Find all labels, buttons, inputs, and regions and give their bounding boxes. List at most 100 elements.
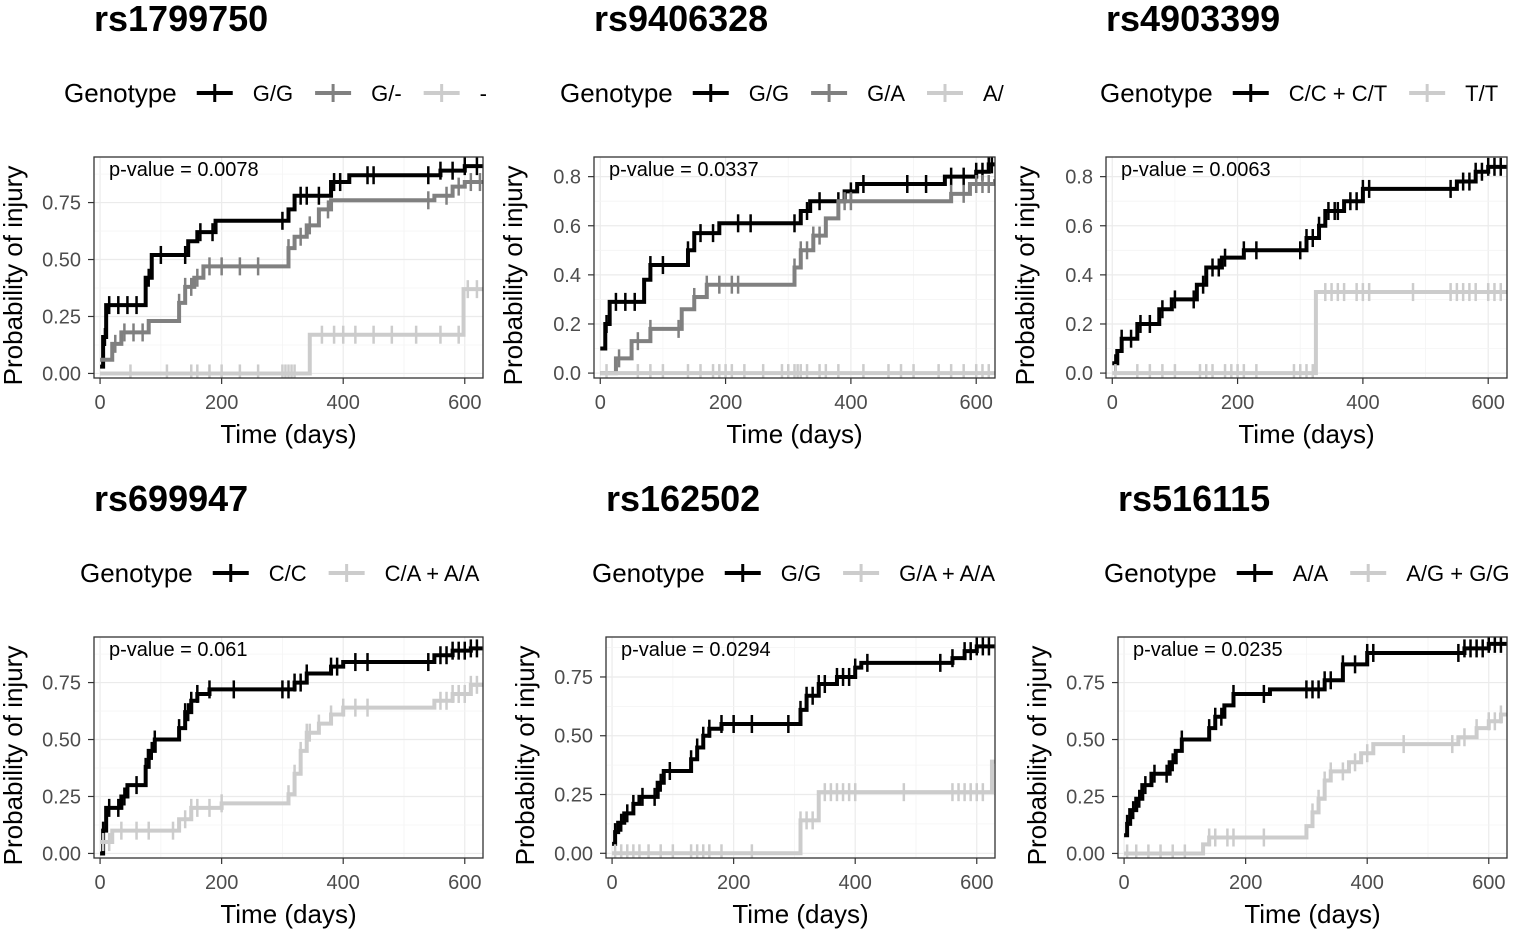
km-curve-A/G + G/G: [1124, 712, 1507, 856]
panel-title: rs1799750: [94, 0, 268, 39]
x-tick-label: 400: [327, 392, 360, 414]
y-axis-title: Probability of injury: [498, 166, 528, 386]
x-tick-label: 200: [717, 872, 750, 894]
x-tick-label: 200: [1229, 872, 1262, 894]
plot-border: [605, 636, 996, 859]
legend-key-T/T: [1409, 84, 1446, 102]
plot-border: [593, 156, 996, 379]
y-tick-label: 0.0: [1065, 363, 1093, 385]
km-curve-G/G: [100, 164, 483, 369]
plot-area: [1106, 157, 1507, 378]
panel-title: rs162502: [606, 478, 760, 519]
legend-key-G/G: [692, 84, 729, 102]
km-panel-rs1799750: rs1799750 Genotype G/G G/- - p-value = 0.0078…: [0, 0, 487, 449]
plot-border: [1105, 156, 1508, 379]
x-axis-title: Time (days): [1244, 899, 1380, 929]
p-value-annotation: p-value = 0.0235: [1133, 639, 1283, 661]
legend-key-G/A + A/A: [843, 564, 880, 582]
legend-label: C/C: [269, 561, 307, 586]
y-tick-label: 0.75: [42, 673, 81, 695]
plot-border: [1117, 636, 1508, 859]
legend-label: G/-: [371, 81, 402, 106]
panel-title: rs516115: [1118, 478, 1270, 519]
legend-key-G/-: [315, 84, 352, 102]
legend-key-G/A: [811, 84, 848, 102]
plot-border: [93, 156, 484, 379]
km-curve-C/A + A/A: [100, 682, 483, 845]
legend-label: A/A: [1293, 561, 1329, 586]
x-tick-label: 600: [960, 872, 993, 894]
p-value-annotation: p-value = 0.0078: [109, 159, 259, 181]
y-tick-label: 0.00: [554, 843, 593, 865]
y-tick-label: 0.50: [1066, 730, 1105, 752]
legend-key-G/G: [724, 564, 761, 582]
legend-title: Genotype: [592, 558, 705, 588]
x-axis-title: Time (days): [726, 419, 862, 449]
y-tick-label: 0.6: [1065, 216, 1093, 238]
legend: Genotype G/G G/- -: [64, 78, 487, 108]
km-curve-G/-: [100, 180, 483, 362]
legend-label: A/: [983, 81, 1005, 106]
plot-series: [600, 157, 995, 378]
legend-label: G/G: [781, 561, 821, 586]
legend-title: Genotype: [560, 78, 673, 108]
x-tick-label: 0: [607, 872, 618, 894]
x-tick-label: 600: [448, 392, 481, 414]
km-curve-G/A + A/A: [612, 759, 995, 856]
y-tick-label: 0.25: [554, 785, 593, 807]
y-axis-title: Probability of injury: [510, 646, 540, 866]
y-axis-title: Probability of injury: [1022, 646, 1052, 866]
panel-title: rs9406328: [594, 0, 768, 39]
x-tick-label: 600: [1472, 392, 1505, 414]
y-tick-label: 0.6: [553, 216, 581, 238]
plot-border: [93, 636, 484, 859]
plot-series: [100, 157, 483, 378]
x-tick-label: 400: [834, 392, 867, 414]
legend: Genotype C/C C/A + A/A: [80, 558, 480, 588]
x-tick-label: 200: [205, 392, 238, 414]
plot-area: [94, 637, 483, 858]
y-tick-label: 0.75: [1066, 673, 1105, 695]
km-curve-A/A: [1124, 641, 1507, 838]
plot-series: [100, 639, 483, 856]
x-tick-label: 200: [205, 872, 238, 894]
p-value-annotation: p-value = 0.0337: [609, 159, 759, 181]
legend-title: Genotype: [1100, 78, 1213, 108]
legend-key-C/A + A/A: [328, 564, 365, 582]
legend-title: Genotype: [80, 558, 193, 588]
x-tick-label: 0: [1107, 392, 1118, 414]
p-value-annotation: p-value = 0.0063: [1121, 159, 1271, 181]
x-tick-label: 600: [960, 392, 993, 414]
legend: Genotype G/G G/A A/: [560, 78, 1005, 108]
x-tick-label: 200: [709, 392, 742, 414]
plot-series: [1112, 157, 1507, 378]
x-axis-title: Time (days): [732, 899, 868, 929]
y-tick-label: 0.2: [1065, 314, 1093, 336]
x-axis-title: Time (days): [220, 419, 356, 449]
y-tick-label: 0.25: [1066, 786, 1105, 808]
legend-key-C/C: [212, 564, 249, 582]
km-panel-rs516115: rs516115 Genotype A/A A/G + G/G p-value = 0.…: [1022, 478, 1510, 929]
x-tick-label: 200: [1221, 392, 1254, 414]
legend-key-A/: [927, 84, 963, 102]
legend-label: G/A + A/A: [899, 561, 995, 586]
x-tick-label: 0: [1119, 872, 1130, 894]
legend-title: Genotype: [1104, 558, 1217, 588]
legend-label: G/G: [253, 81, 293, 106]
km-panel-rs699947: rs699947 Genotype C/C C/A + A/A p-value = 0.…: [0, 478, 484, 929]
km-panel-rs162502: rs162502 Genotype G/G G/A + A/A p-value = 0.…: [510, 478, 996, 929]
legend-label: T/T: [1465, 81, 1498, 106]
x-tick-label: 400: [1346, 392, 1379, 414]
plot-series: [1124, 637, 1507, 858]
km-panel-rs4903399: rs4903399 Genotype C/C + C/T T/T p-value = 0…: [1010, 0, 1508, 449]
legend-title: Genotype: [64, 78, 177, 108]
p-value-annotation: p-value = 0.0294: [621, 639, 771, 661]
p-value-annotation: p-value = 0.061: [109, 639, 247, 661]
legend-label: G/A: [867, 81, 905, 106]
y-axis-title: Probability of injury: [0, 166, 28, 386]
x-tick-label: 400: [839, 872, 872, 894]
plot-series: [612, 637, 995, 858]
legend-label: -: [480, 81, 487, 106]
legend-key-C/C + C/T: [1232, 84, 1269, 102]
legend-label: C/A + A/A: [385, 561, 480, 586]
